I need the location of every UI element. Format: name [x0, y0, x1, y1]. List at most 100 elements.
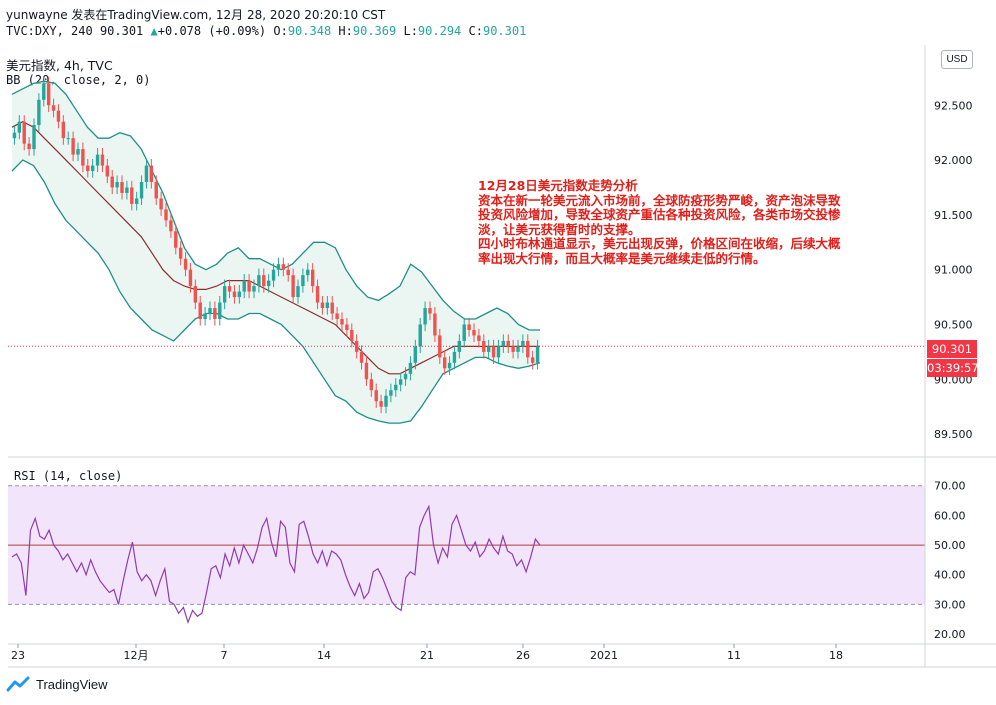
candle-body — [301, 275, 305, 287]
candle-body — [330, 302, 334, 314]
candle-body — [320, 302, 325, 309]
time-tick-label: 14 — [317, 649, 331, 662]
candle-body — [130, 187, 134, 204]
rsi-tick-label: 40.00 — [934, 569, 966, 582]
note-title: 12月28日美元指数走势分析 — [478, 178, 638, 193]
candle-body — [257, 275, 261, 287]
candle-body — [472, 329, 476, 336]
price-tick-label: 89.500 — [934, 428, 973, 441]
rsi-tick-label: 20.00 — [934, 628, 966, 641]
candle-body — [310, 269, 315, 287]
candle-body — [306, 269, 310, 276]
candle-body — [486, 346, 491, 352]
candle-body — [61, 121, 66, 139]
note-paragraph-1: 资本在新一轮美元流入市场前，全球防疫形势严峻，资产泡沫导致投资风险增加，导致全球… — [478, 192, 841, 237]
candle-body — [271, 269, 276, 281]
candle-body — [262, 275, 266, 287]
candle-body — [266, 280, 271, 287]
candle-body — [462, 324, 466, 341]
candle-body — [252, 286, 256, 292]
candle-body — [482, 340, 486, 352]
candle-body — [76, 149, 80, 155]
candle-body — [398, 379, 403, 385]
candle-body — [22, 121, 26, 144]
candle-body — [110, 176, 114, 188]
candle-body — [467, 324, 471, 330]
symbol-label: TVC:DXY, 240 — [6, 24, 93, 38]
change-value: +0.078 (+0.09%) — [157, 24, 267, 38]
candle-body — [457, 340, 462, 352]
candle-body — [222, 286, 227, 303]
candle-body — [291, 275, 295, 298]
candle-body — [364, 362, 369, 380]
candle-body — [325, 302, 330, 309]
candle-body — [198, 302, 202, 319]
candle-body — [394, 384, 398, 391]
candle-body — [164, 209, 168, 221]
candle-body — [389, 390, 393, 396]
candle-body — [115, 182, 119, 188]
rsi-line — [11, 504, 541, 625]
price-badge: 90.301 — [927, 340, 977, 358]
candle-body — [42, 83, 46, 100]
candle-body — [477, 335, 481, 341]
candle-body — [491, 346, 496, 358]
time-tick-label: 7 — [221, 649, 228, 662]
candle-body — [418, 324, 422, 347]
time-tick-label: 12月 — [124, 649, 149, 662]
candle-body — [183, 258, 188, 270]
bb-band-fill — [12, 81, 540, 424]
axes: 89.50090.00090.50091.00091.50092.00092.5… — [8, 45, 996, 668]
publish-info: yunwayne 发表在TradingView.com, 12月 28, 202… — [6, 8, 386, 22]
candle-body — [203, 313, 207, 319]
open-label: O: — [273, 24, 288, 38]
open-value: 90.348 — [287, 24, 332, 38]
time-tick-label: 23 — [11, 649, 25, 662]
time-tick-label: 26 — [516, 649, 530, 662]
candle-body — [81, 149, 85, 166]
rsi-legend[interactable]: RSI (14, close) — [14, 469, 123, 483]
candle-body — [315, 286, 320, 303]
candle-body — [384, 395, 388, 407]
rsi-tick-label: 70.00 — [934, 480, 966, 493]
high-value: 90.369 — [352, 24, 397, 38]
candle-body — [95, 154, 100, 166]
candle-body — [496, 346, 501, 358]
analysis-note: 12月28日美元指数走势分析 资本在新一轮美元流入市场前，全球防疫形势严峻，资产… — [478, 178, 850, 266]
candle-body — [66, 138, 70, 140]
candle-body — [227, 286, 232, 292]
rsi-pane[interactable] — [8, 485, 925, 625]
time-tick-label: 18 — [829, 649, 843, 662]
time-tick-label: 11 — [727, 649, 741, 662]
candle-body — [134, 198, 139, 204]
candle-body — [433, 313, 437, 336]
candle-body — [12, 132, 17, 139]
bb-upper-line — [11, 80, 540, 331]
candle-body — [27, 143, 31, 150]
countdown-badge: 03:39:57 — [927, 359, 979, 377]
price-pane[interactable] — [8, 76, 925, 424]
candle-body — [247, 280, 251, 292]
candle-body — [174, 231, 178, 248]
candle-body — [178, 247, 183, 259]
price-tick-label: 92.500 — [934, 99, 973, 112]
instrument-legend[interactable]: 美元指数, 4h, TVC — [6, 58, 113, 73]
candle-body — [144, 165, 149, 182]
candle-body — [154, 182, 158, 199]
tradingview-logo[interactable]: TradingView — [6, 676, 108, 692]
candle-body — [237, 291, 242, 298]
low-value: 90.294 — [417, 24, 462, 38]
candle-body — [530, 357, 535, 363]
candle-body — [535, 346, 540, 363]
rsi-tick-label: 60.00 — [934, 509, 966, 522]
currency-button[interactable]: USD — [941, 50, 973, 69]
candle-body — [369, 379, 374, 391]
candle-body — [403, 373, 408, 380]
candle-body — [100, 154, 105, 166]
candle-body — [428, 308, 432, 314]
candle-body — [120, 182, 124, 193]
tradingview-cloud-icon — [6, 676, 30, 692]
candle-body — [139, 182, 144, 199]
candle-body — [242, 280, 246, 292]
